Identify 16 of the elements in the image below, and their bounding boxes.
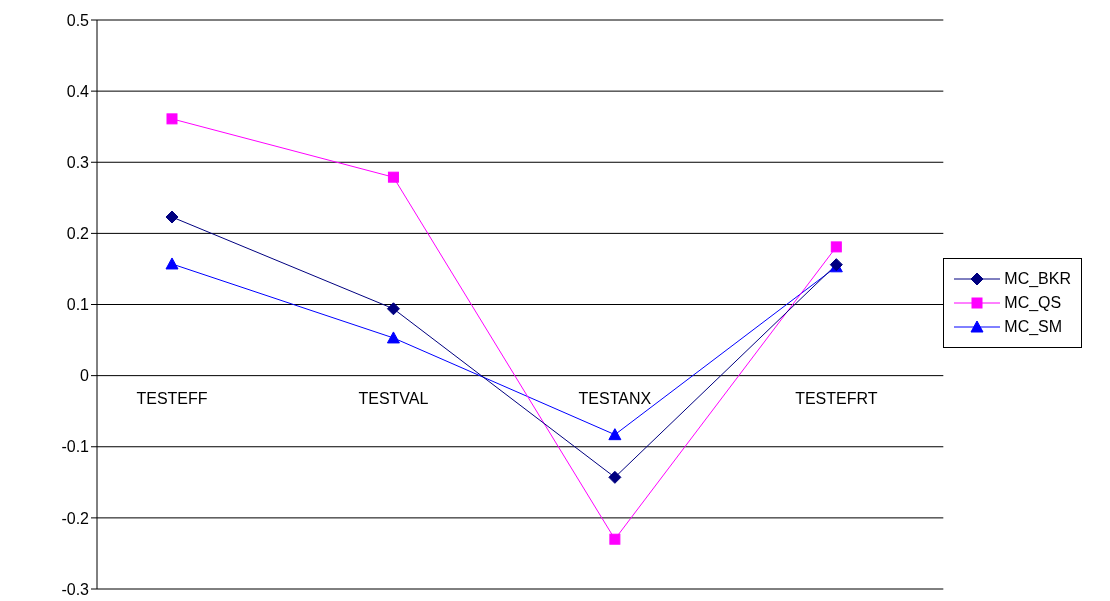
y-tick-label: -0.2 <box>61 509 90 527</box>
x-tick-label: TESTEFRT <box>795 389 878 407</box>
legend-label: MC_BKR <box>1004 269 1071 289</box>
y-tick-label: 0.1 <box>66 296 90 314</box>
y-tick-label: 0.2 <box>66 225 90 243</box>
x-tick-label: TESTVAL <box>358 389 429 407</box>
legend-label: MC_QS <box>1004 293 1062 313</box>
y-tick-label: 0.3 <box>66 153 90 171</box>
legend-label: MC_SM <box>1004 317 1063 337</box>
y-tick-label: 0.5 <box>66 11 90 29</box>
x-tick-label: TESTANX <box>578 389 652 407</box>
x-tick-label: TESTEFF <box>136 389 208 407</box>
y-tick-label: -0.1 <box>61 438 90 456</box>
y-tick-label: 0 <box>80 367 90 385</box>
y-tick-label: 0.4 <box>66 82 90 100</box>
y-tick-label: -0.3 <box>61 580 90 598</box>
